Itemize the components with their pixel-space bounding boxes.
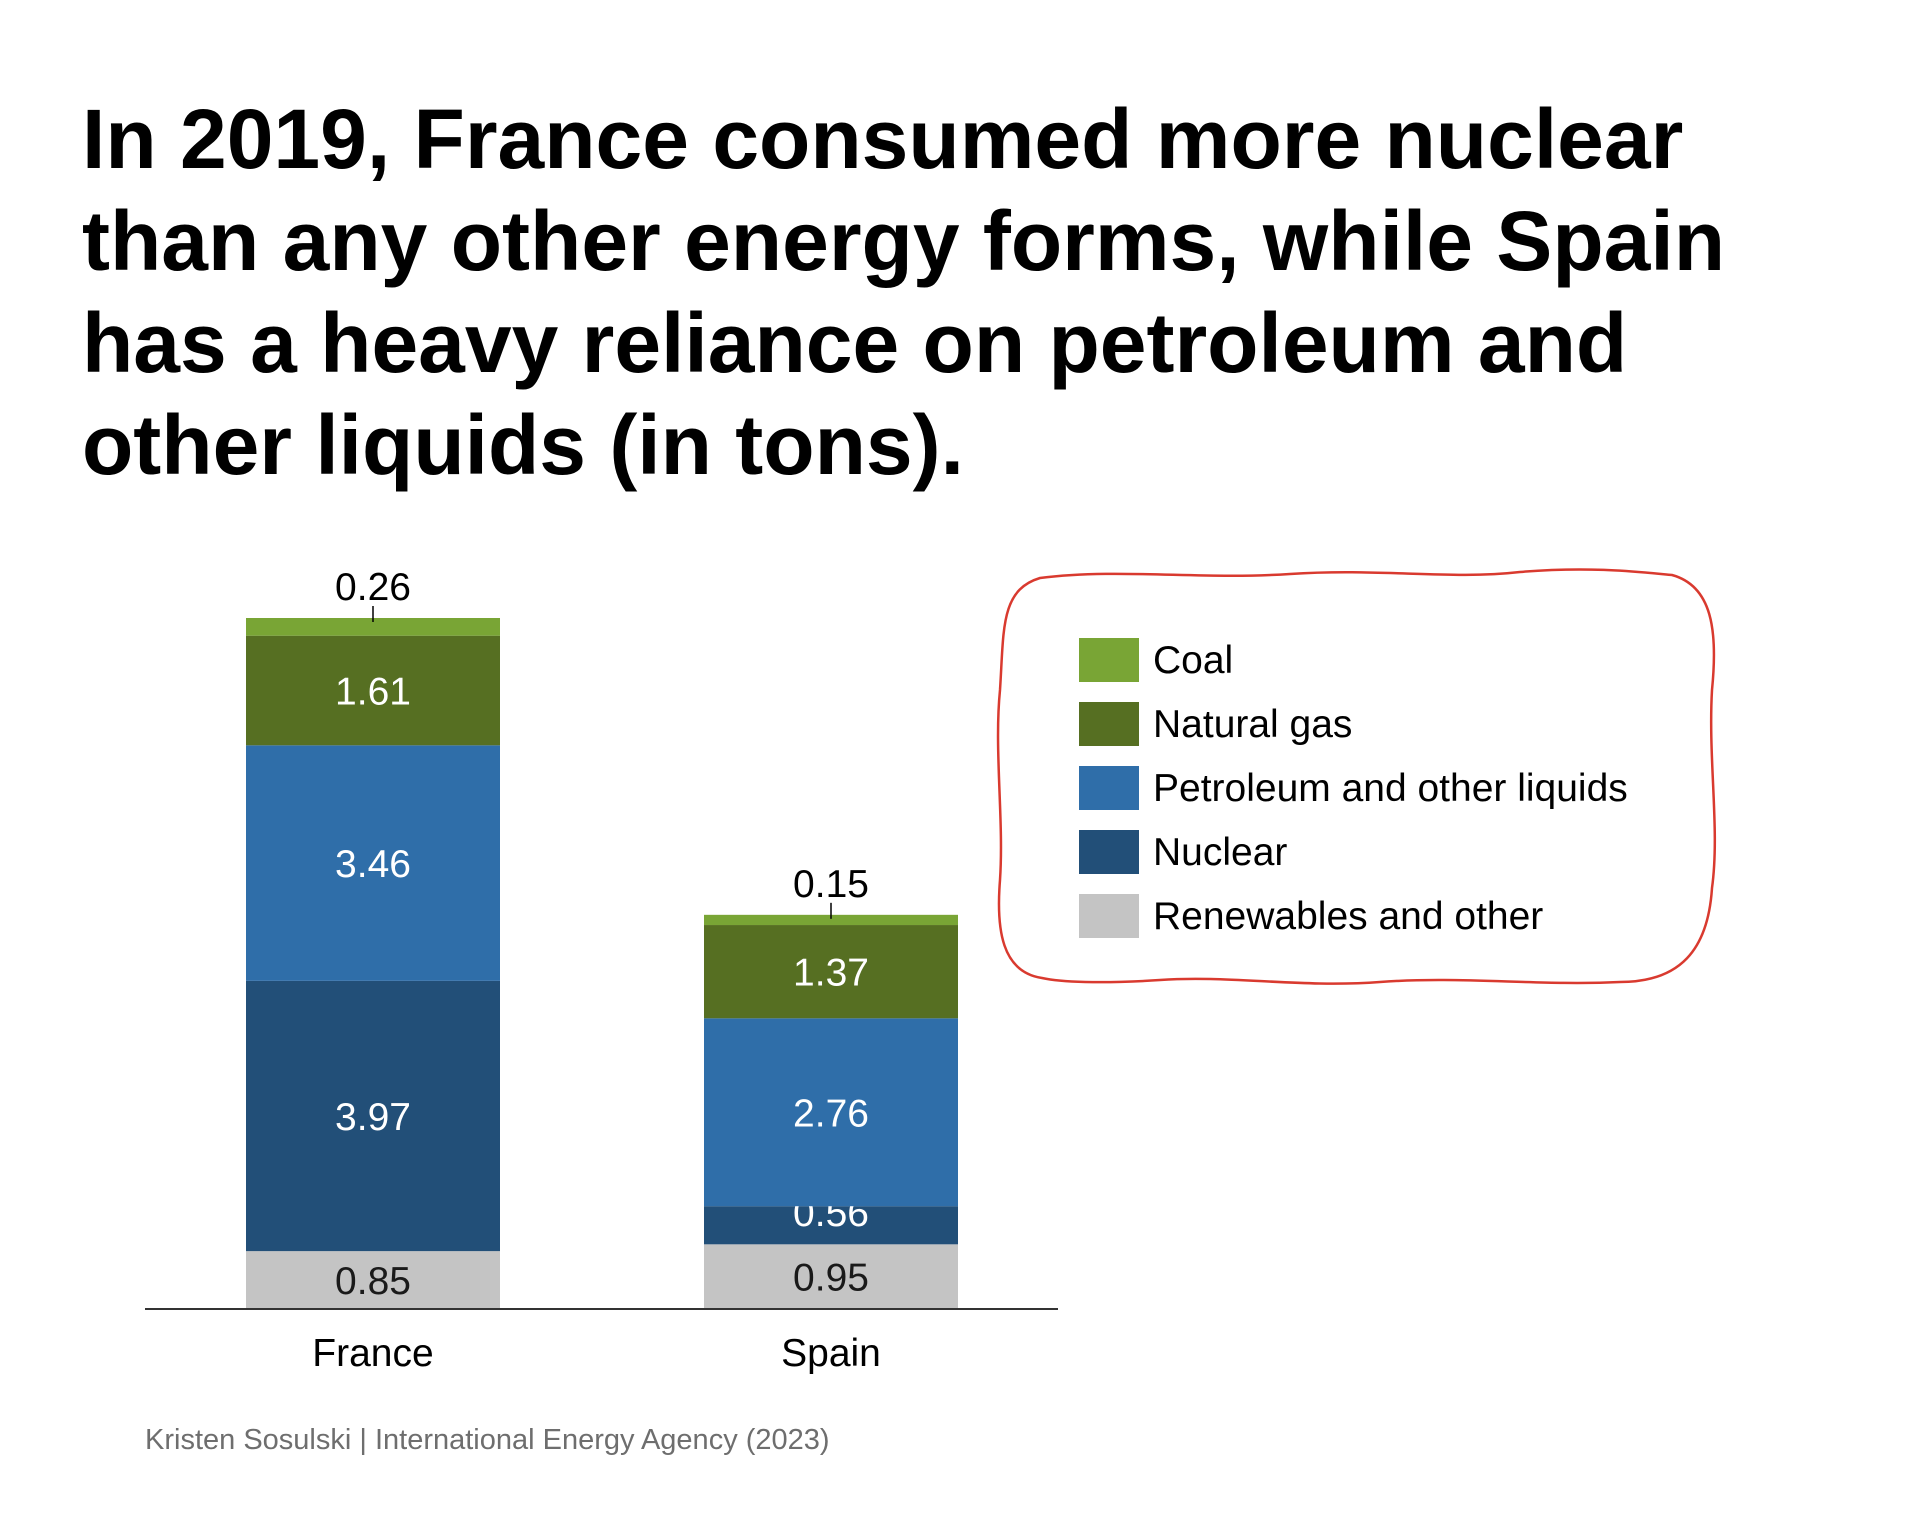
bar-segment-spain-coal bbox=[704, 914, 958, 926]
bar-segment-spain-renewables-and-other bbox=[704, 1244, 958, 1309]
data-label-spain-natural-gas: 1.37 bbox=[793, 952, 869, 995]
x-tick-label-spain: Spain bbox=[781, 1332, 881, 1375]
data-label-spain-petroleum-and-other-liquids: 2.76 bbox=[793, 1092, 869, 1135]
legend-swatch-natural-gas bbox=[1079, 702, 1139, 746]
legend-swatch-renewables-and-other bbox=[1079, 894, 1139, 938]
bar-segment-france-natural-gas bbox=[246, 635, 500, 746]
bar-segment-france-nuclear bbox=[246, 980, 500, 1252]
bar-segment-france-coal bbox=[246, 618, 500, 636]
data-label-france-petroleum-and-other-liquids: 3.46 bbox=[335, 843, 411, 886]
legend-label-natural-gas: Natural gas bbox=[1153, 703, 1352, 746]
legend-label-petroleum-and-other-liquids: Petroleum and other liquids bbox=[1153, 767, 1628, 810]
legend: Coal Natural gas Petroleum and other liqui… bbox=[996, 568, 1717, 985]
data-label-spain-renewables-and-other: 0.95 bbox=[793, 1257, 869, 1300]
legend-border bbox=[996, 568, 1717, 985]
legend-label-renewables-and-other: Renewables and other bbox=[1153, 895, 1543, 938]
legend-swatch-coal bbox=[1079, 638, 1139, 682]
legend-swatch-petroleum-and-other-liquids bbox=[1079, 766, 1139, 810]
bar-segment-france-renewables-and-other bbox=[246, 1251, 500, 1309]
x-tick-label-france: France bbox=[312, 1332, 433, 1375]
data-label-france-coal: 0.26 bbox=[335, 566, 411, 609]
data-label-spain-coal: 0.15 bbox=[793, 863, 869, 906]
bar-segment-spain-petroleum-and-other-liquids bbox=[704, 1018, 958, 1207]
legend-label-coal: Coal bbox=[1153, 639, 1233, 682]
data-label-france-renewables-and-other: 0.85 bbox=[335, 1260, 411, 1303]
chart-title: In 2019, France consumed more nuclear th… bbox=[82, 92, 1726, 492]
bar-segment-spain-nuclear bbox=[704, 1206, 958, 1245]
bar-segment-france-petroleum-and-other-liquids bbox=[246, 745, 500, 981]
bar-segment-spain-natural-gas bbox=[704, 925, 958, 1019]
source-note: Kristen Sosulski | International Energy … bbox=[145, 1424, 830, 1456]
data-label-france-natural-gas: 1.61 bbox=[335, 671, 411, 714]
legend-swatch-nuclear bbox=[1079, 830, 1139, 874]
bars-layer: 0.853.973.461.610.260.950.562.761.370.15 bbox=[246, 566, 958, 1309]
x-tick-labels: France Spain bbox=[312, 1332, 881, 1375]
legend-label-nuclear: Nuclear bbox=[1153, 831, 1287, 874]
legend-items: Coal Natural gas Petroleum and other liqui… bbox=[1079, 638, 1628, 938]
data-label-france-nuclear: 3.97 bbox=[335, 1096, 411, 1139]
